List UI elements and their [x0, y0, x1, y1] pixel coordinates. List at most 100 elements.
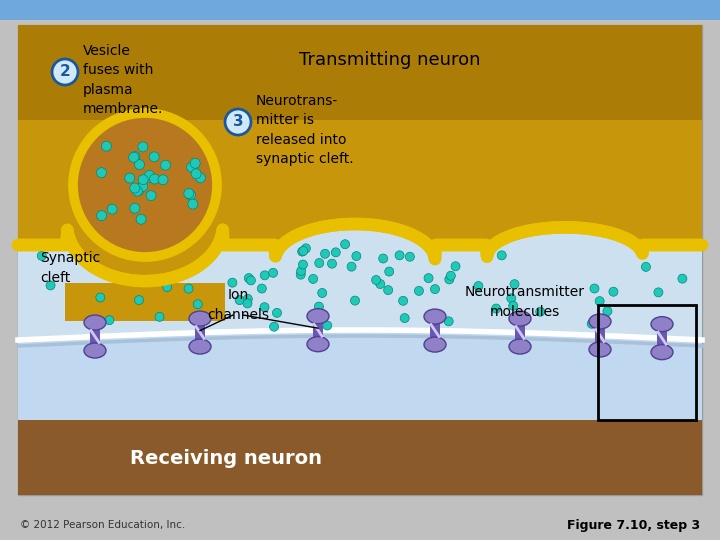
Circle shape — [186, 162, 197, 172]
Circle shape — [269, 268, 278, 278]
Circle shape — [415, 286, 423, 295]
Circle shape — [320, 249, 330, 258]
Circle shape — [186, 190, 196, 200]
Circle shape — [243, 299, 252, 308]
Circle shape — [136, 214, 146, 224]
Circle shape — [323, 321, 332, 330]
Circle shape — [507, 294, 516, 303]
Ellipse shape — [589, 314, 611, 329]
Circle shape — [315, 302, 323, 311]
Ellipse shape — [84, 343, 106, 358]
Circle shape — [191, 169, 201, 179]
Circle shape — [102, 141, 112, 151]
Circle shape — [445, 275, 454, 284]
Circle shape — [46, 281, 55, 290]
Circle shape — [678, 274, 687, 283]
Circle shape — [309, 274, 318, 284]
Ellipse shape — [424, 309, 446, 324]
Circle shape — [163, 282, 171, 292]
Circle shape — [73, 113, 217, 257]
Circle shape — [498, 251, 506, 260]
Polygon shape — [65, 283, 225, 321]
Circle shape — [372, 275, 381, 285]
Circle shape — [299, 260, 307, 269]
Circle shape — [37, 252, 46, 260]
Circle shape — [609, 287, 618, 296]
Circle shape — [130, 203, 140, 213]
Circle shape — [588, 319, 596, 328]
Circle shape — [107, 204, 117, 214]
Bar — [598, 305, 696, 420]
Circle shape — [96, 168, 107, 178]
Bar — [515, 319, 525, 347]
Circle shape — [400, 314, 409, 322]
Circle shape — [193, 300, 202, 309]
Circle shape — [399, 296, 408, 305]
Circle shape — [190, 158, 200, 168]
Circle shape — [145, 171, 154, 180]
Circle shape — [318, 288, 327, 298]
Text: 2: 2 — [60, 64, 71, 79]
Circle shape — [451, 262, 460, 271]
Circle shape — [492, 304, 500, 313]
Circle shape — [129, 152, 139, 162]
Circle shape — [138, 175, 148, 185]
Circle shape — [347, 262, 356, 271]
Ellipse shape — [651, 316, 673, 332]
Circle shape — [296, 270, 305, 279]
Circle shape — [125, 173, 135, 183]
Circle shape — [158, 175, 168, 185]
Bar — [18, 25, 702, 495]
Circle shape — [269, 322, 279, 331]
Circle shape — [243, 294, 252, 303]
Circle shape — [297, 266, 306, 275]
Circle shape — [188, 199, 198, 209]
Circle shape — [352, 252, 361, 261]
Ellipse shape — [189, 339, 211, 354]
Circle shape — [384, 267, 394, 276]
Text: Synaptic
cleft: Synaptic cleft — [40, 251, 100, 285]
Circle shape — [302, 244, 310, 253]
Circle shape — [510, 280, 519, 289]
Circle shape — [379, 254, 387, 263]
Circle shape — [444, 317, 453, 326]
Ellipse shape — [509, 311, 531, 326]
Circle shape — [603, 307, 612, 316]
Circle shape — [161, 160, 171, 170]
Circle shape — [145, 173, 155, 183]
Circle shape — [405, 252, 415, 261]
Circle shape — [130, 183, 140, 193]
Circle shape — [135, 295, 143, 305]
Ellipse shape — [424, 337, 446, 352]
Circle shape — [130, 152, 140, 161]
Circle shape — [257, 284, 266, 293]
Circle shape — [299, 246, 308, 255]
Circle shape — [595, 296, 604, 306]
Circle shape — [134, 185, 144, 195]
Circle shape — [376, 280, 384, 288]
Bar — [657, 324, 667, 352]
Polygon shape — [18, 25, 702, 281]
Text: Neurotrans-
mitter is
released into
synaptic cleft.: Neurotrans- mitter is released into syna… — [256, 94, 354, 166]
Circle shape — [149, 152, 159, 162]
Circle shape — [52, 59, 78, 85]
Circle shape — [195, 173, 205, 183]
Circle shape — [474, 281, 483, 291]
Ellipse shape — [589, 342, 611, 357]
Circle shape — [155, 312, 164, 321]
Circle shape — [225, 109, 251, 135]
Text: © 2012 Pearson Education, Inc.: © 2012 Pearson Education, Inc. — [20, 520, 185, 530]
Text: Figure 7.10, step 3: Figure 7.10, step 3 — [567, 518, 700, 531]
Bar — [595, 321, 605, 349]
Text: Ion
channels: Ion channels — [207, 288, 269, 322]
Circle shape — [96, 211, 107, 221]
Circle shape — [105, 316, 114, 325]
Circle shape — [431, 285, 439, 294]
Circle shape — [297, 247, 307, 256]
Ellipse shape — [509, 339, 531, 354]
Ellipse shape — [189, 311, 211, 326]
Text: Neurotransmitter
molecules: Neurotransmitter molecules — [465, 285, 585, 319]
Circle shape — [184, 188, 194, 199]
Circle shape — [246, 276, 256, 285]
Circle shape — [235, 295, 244, 305]
